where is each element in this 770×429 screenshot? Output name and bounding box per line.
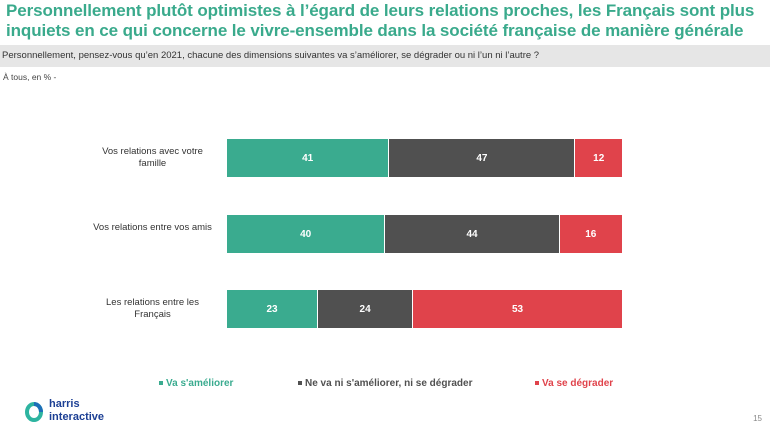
legend-label: Ne va ni s'améliorer, ni se dégrader xyxy=(305,378,473,389)
data-label: 44 xyxy=(466,228,478,240)
bar-segment: 44 xyxy=(385,215,560,253)
brand-line2: interactive xyxy=(49,411,105,423)
legend-label: Va se dégrader xyxy=(542,378,614,389)
category-label: Vos relations avec votre famille xyxy=(102,146,203,169)
legend-swatch xyxy=(535,381,539,386)
brand-logo: harris interactive xyxy=(49,398,104,424)
data-label: 40 xyxy=(300,228,312,240)
brand-line1: harris xyxy=(49,398,80,410)
legend-swatch xyxy=(298,381,302,386)
data-label: 53 xyxy=(511,303,524,315)
category-label: Les relations entre les Français xyxy=(106,297,199,320)
data-label: 23 xyxy=(266,303,278,315)
data-label: 47 xyxy=(476,152,488,164)
legend-swatch xyxy=(159,381,163,386)
bar-segment: 41 xyxy=(227,139,390,177)
bar-segment: 53 xyxy=(413,290,623,328)
legend-item-improve: Va s'améliorer xyxy=(159,378,233,389)
bar-segment: 12 xyxy=(575,139,623,177)
legend-item-neutral: Ne va ni s'améliorer, ni se dégrader xyxy=(298,378,472,389)
bar-segment: 24 xyxy=(318,290,414,328)
legend-item-worsen: Va se dégrader xyxy=(535,378,613,389)
bar-segment: 47 xyxy=(389,139,576,177)
data-label: 16 xyxy=(585,228,597,240)
page-title: Personnellement plutôt optimistes à l’ég… xyxy=(6,1,755,40)
bar-segment: 40 xyxy=(227,215,386,253)
bar-segment: 16 xyxy=(559,215,623,253)
data-label: 24 xyxy=(359,303,371,315)
legend-label: Va s'améliorer xyxy=(166,378,234,389)
data-label: 41 xyxy=(302,152,314,164)
category-label: Vos relations entre vos amis xyxy=(93,222,212,233)
question-banner: Personnellement, pensez-vous qu’en 2021,… xyxy=(0,45,770,67)
base-note: À tous, en % - xyxy=(3,72,57,82)
page-number: 15 xyxy=(753,414,762,423)
harris-logo-icon xyxy=(25,402,43,422)
data-label: 12 xyxy=(593,152,605,164)
bar-segment: 23 xyxy=(227,290,319,328)
